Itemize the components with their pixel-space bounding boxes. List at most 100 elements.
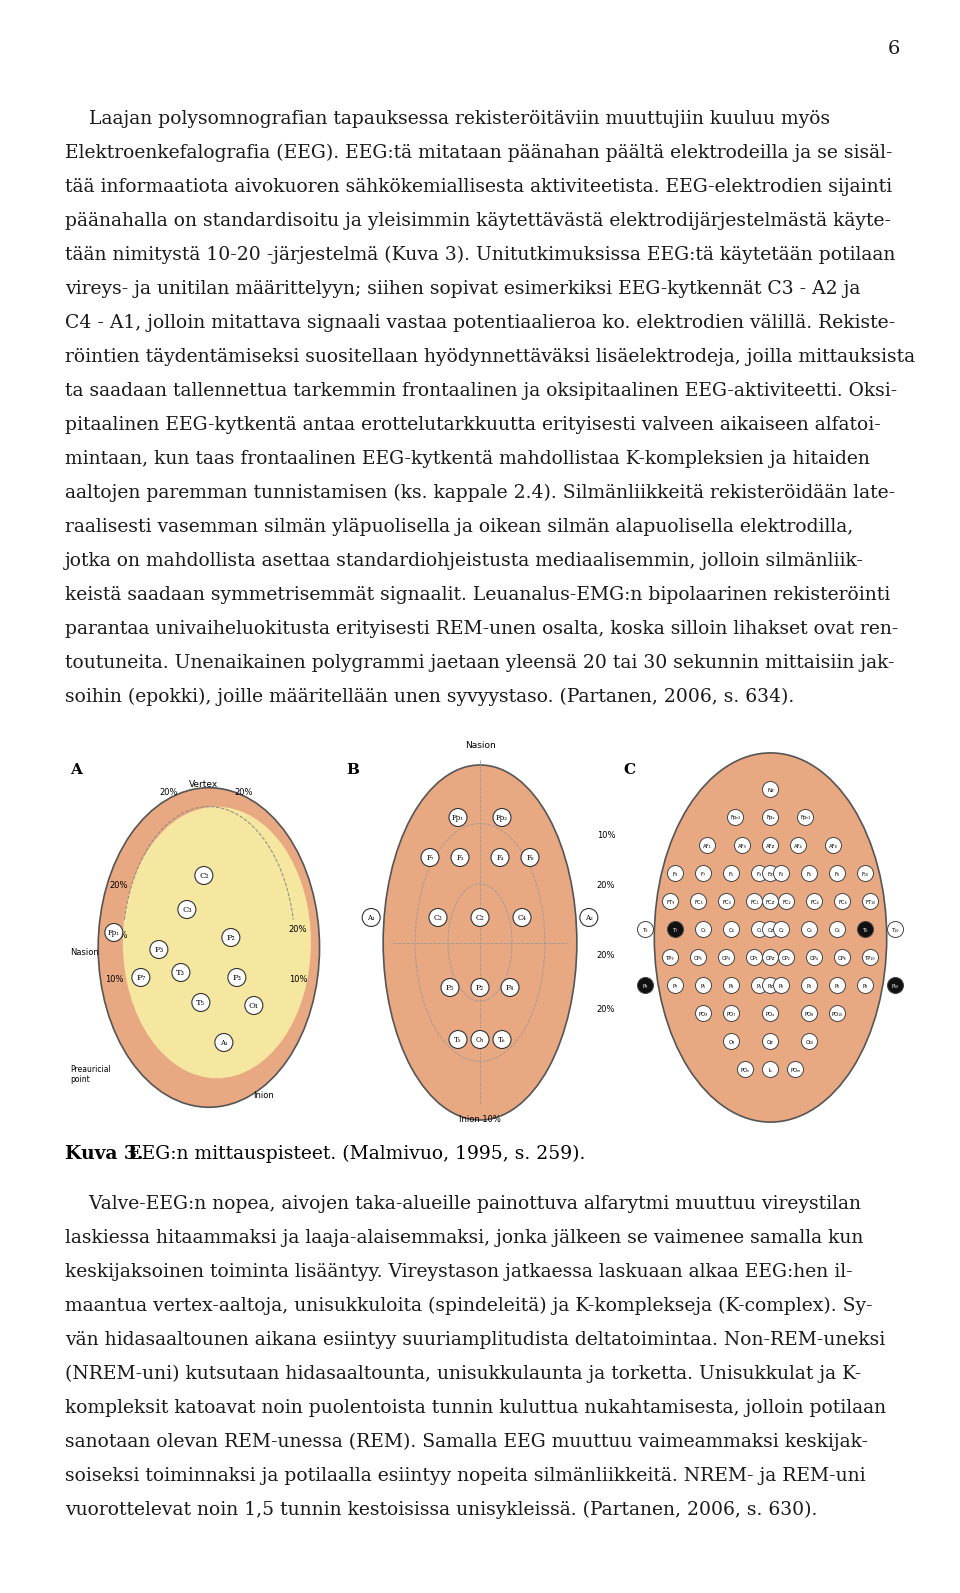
Circle shape bbox=[829, 978, 846, 994]
Circle shape bbox=[862, 894, 878, 910]
Text: AF₈: AF₈ bbox=[829, 844, 838, 849]
Text: vireys- ja unitilan määrittelyyn; siihen sopivat esimerkiksi EEG-kytkennät C3 - : vireys- ja unitilan määrittelyyn; siihen… bbox=[65, 280, 860, 298]
Text: O₁: O₁ bbox=[476, 1035, 484, 1043]
Text: parantaa univaiheluokitusta erityisesti REM-unen osalta, koska silloin lihakset : parantaa univaiheluokitusta erityisesti … bbox=[65, 620, 899, 639]
Circle shape bbox=[774, 865, 789, 881]
Text: T₈: T₈ bbox=[863, 927, 868, 932]
Circle shape bbox=[802, 1034, 818, 1050]
Text: FC₆: FC₆ bbox=[838, 900, 847, 905]
Text: P₅: P₅ bbox=[701, 983, 707, 989]
Circle shape bbox=[724, 1034, 739, 1050]
Text: C₃: C₃ bbox=[434, 914, 443, 922]
Circle shape bbox=[747, 949, 762, 965]
Circle shape bbox=[887, 978, 903, 994]
Text: TP₁₀: TP₁₀ bbox=[865, 956, 876, 961]
Text: CP₅: CP₅ bbox=[694, 956, 703, 961]
Text: P₈: P₈ bbox=[863, 983, 868, 989]
Circle shape bbox=[762, 1061, 779, 1077]
Circle shape bbox=[857, 865, 874, 881]
Text: P₃: P₃ bbox=[232, 973, 241, 981]
Text: Nz: Nz bbox=[767, 787, 774, 792]
Text: T₁₀: T₁₀ bbox=[892, 927, 900, 932]
Text: Nasion: Nasion bbox=[465, 741, 495, 750]
Text: POₘ: POₘ bbox=[790, 1067, 801, 1072]
Text: Valve-EEG:n nopea, aivojen taka-alueille painottuva alfarytmi muuttuu vireystila: Valve-EEG:n nopea, aivojen taka-alueille… bbox=[65, 1195, 861, 1212]
Text: Fp₁: Fp₁ bbox=[452, 814, 464, 822]
Text: PO₉: PO₉ bbox=[699, 1012, 708, 1016]
Circle shape bbox=[429, 908, 447, 927]
Circle shape bbox=[513, 908, 531, 927]
Circle shape bbox=[178, 900, 196, 919]
Text: CP₁: CP₁ bbox=[750, 956, 758, 961]
Circle shape bbox=[887, 921, 903, 938]
Text: 20%: 20% bbox=[289, 926, 307, 935]
Text: sanotaan olevan REM-unessa (REM). Samalla EEG muuttuu vaimeammaksi keskijak-: sanotaan olevan REM-unessa (REM). Samall… bbox=[65, 1434, 868, 1451]
Text: A: A bbox=[70, 763, 82, 777]
Text: P₇: P₇ bbox=[673, 983, 678, 989]
Circle shape bbox=[862, 949, 878, 965]
Text: P₂: P₂ bbox=[476, 984, 484, 992]
Circle shape bbox=[718, 949, 734, 965]
Text: EEG:n mittauspisteet. (Malmivuo, 1995, s. 259).: EEG:n mittauspisteet. (Malmivuo, 1995, s… bbox=[122, 1145, 586, 1163]
Circle shape bbox=[724, 978, 739, 994]
Text: 20%: 20% bbox=[597, 951, 615, 959]
Text: O₁: O₁ bbox=[249, 1002, 259, 1010]
Circle shape bbox=[195, 867, 213, 884]
Text: 10%: 10% bbox=[289, 975, 307, 984]
Circle shape bbox=[787, 1061, 804, 1077]
Text: Iₔ: Iₔ bbox=[769, 1067, 773, 1072]
Text: B: B bbox=[347, 763, 360, 777]
Text: ta saadaan tallennettua tarkemmin frontaalinen ja oksipitaalinen EEG-aktiviteett: ta saadaan tallennettua tarkemmin fronta… bbox=[65, 382, 898, 400]
Text: TP₉: TP₉ bbox=[666, 956, 675, 961]
Text: Pz: Pz bbox=[768, 983, 774, 989]
Circle shape bbox=[762, 894, 779, 910]
Circle shape bbox=[762, 809, 779, 825]
Circle shape bbox=[857, 978, 874, 994]
Text: Fp₁: Fp₁ bbox=[108, 929, 120, 937]
Circle shape bbox=[752, 978, 767, 994]
Text: FC₁: FC₁ bbox=[750, 900, 758, 905]
Circle shape bbox=[449, 809, 467, 827]
Circle shape bbox=[779, 894, 795, 910]
Circle shape bbox=[521, 849, 539, 867]
Text: Fz: Fz bbox=[768, 871, 774, 876]
Text: F₃: F₃ bbox=[756, 871, 762, 876]
Circle shape bbox=[449, 1031, 467, 1048]
Text: AFz: AFz bbox=[766, 844, 775, 849]
Text: PO₈: PO₈ bbox=[804, 1012, 814, 1016]
Circle shape bbox=[700, 838, 715, 854]
Text: 10%: 10% bbox=[597, 830, 615, 840]
Text: F₇: F₇ bbox=[136, 973, 146, 981]
Circle shape bbox=[245, 997, 263, 1015]
Text: 6: 6 bbox=[888, 40, 900, 57]
Circle shape bbox=[762, 1005, 779, 1021]
Circle shape bbox=[829, 865, 846, 881]
Text: F₇: F₇ bbox=[426, 854, 434, 862]
Ellipse shape bbox=[123, 806, 311, 1078]
Circle shape bbox=[362, 908, 380, 927]
Text: C₃: C₃ bbox=[729, 927, 734, 932]
Circle shape bbox=[501, 978, 519, 997]
Text: päänahalla on standardisoitu ja yleisimmin käytettävästä elektrodijärjestelmästä: päänahalla on standardisoitu ja yleisimm… bbox=[65, 212, 891, 229]
Text: keistä saadaan symmetrisemmät signaalit. Leuanalus-EMG:n bipolaarinen rekisteröi: keistä saadaan symmetrisemmät signaalit.… bbox=[65, 586, 890, 604]
Text: F₈: F₈ bbox=[835, 871, 840, 876]
Circle shape bbox=[724, 921, 739, 938]
Text: T₅: T₅ bbox=[197, 999, 205, 1007]
Text: P₆: P₆ bbox=[835, 983, 840, 989]
Circle shape bbox=[667, 978, 684, 994]
Text: keskijaksoinen toiminta lisääntyy. Vireystason jatkaessa laskuaan alkaa EEG:hen : keskijaksoinen toiminta lisääntyy. Virey… bbox=[65, 1263, 852, 1281]
Text: 20%: 20% bbox=[234, 789, 253, 796]
Text: F₄: F₄ bbox=[779, 871, 784, 876]
Text: Oz: Oz bbox=[767, 1040, 774, 1045]
Text: soiseksi toiminnaksi ja potilaalla esiintyy nopeita silmänliikkeitä. NREM- ja RE: soiseksi toiminnaksi ja potilaalla esiin… bbox=[65, 1467, 866, 1485]
Circle shape bbox=[718, 894, 734, 910]
Circle shape bbox=[790, 838, 806, 854]
Circle shape bbox=[662, 949, 679, 965]
Text: F₃: F₃ bbox=[155, 946, 163, 954]
Text: C4 - A1, jolloin mitattava signaali vastaa potentiaalieroa ko. elektrodien välil: C4 - A1, jolloin mitattava signaali vast… bbox=[65, 314, 895, 331]
Circle shape bbox=[637, 921, 654, 938]
Circle shape bbox=[762, 921, 779, 938]
Circle shape bbox=[762, 865, 779, 881]
Text: Laajan polysomnografian tapauksessa rekisteröitäviin muuttujiin kuuluu myös: Laajan polysomnografian tapauksessa reki… bbox=[65, 110, 830, 127]
Text: Nasion: Nasion bbox=[70, 948, 99, 957]
